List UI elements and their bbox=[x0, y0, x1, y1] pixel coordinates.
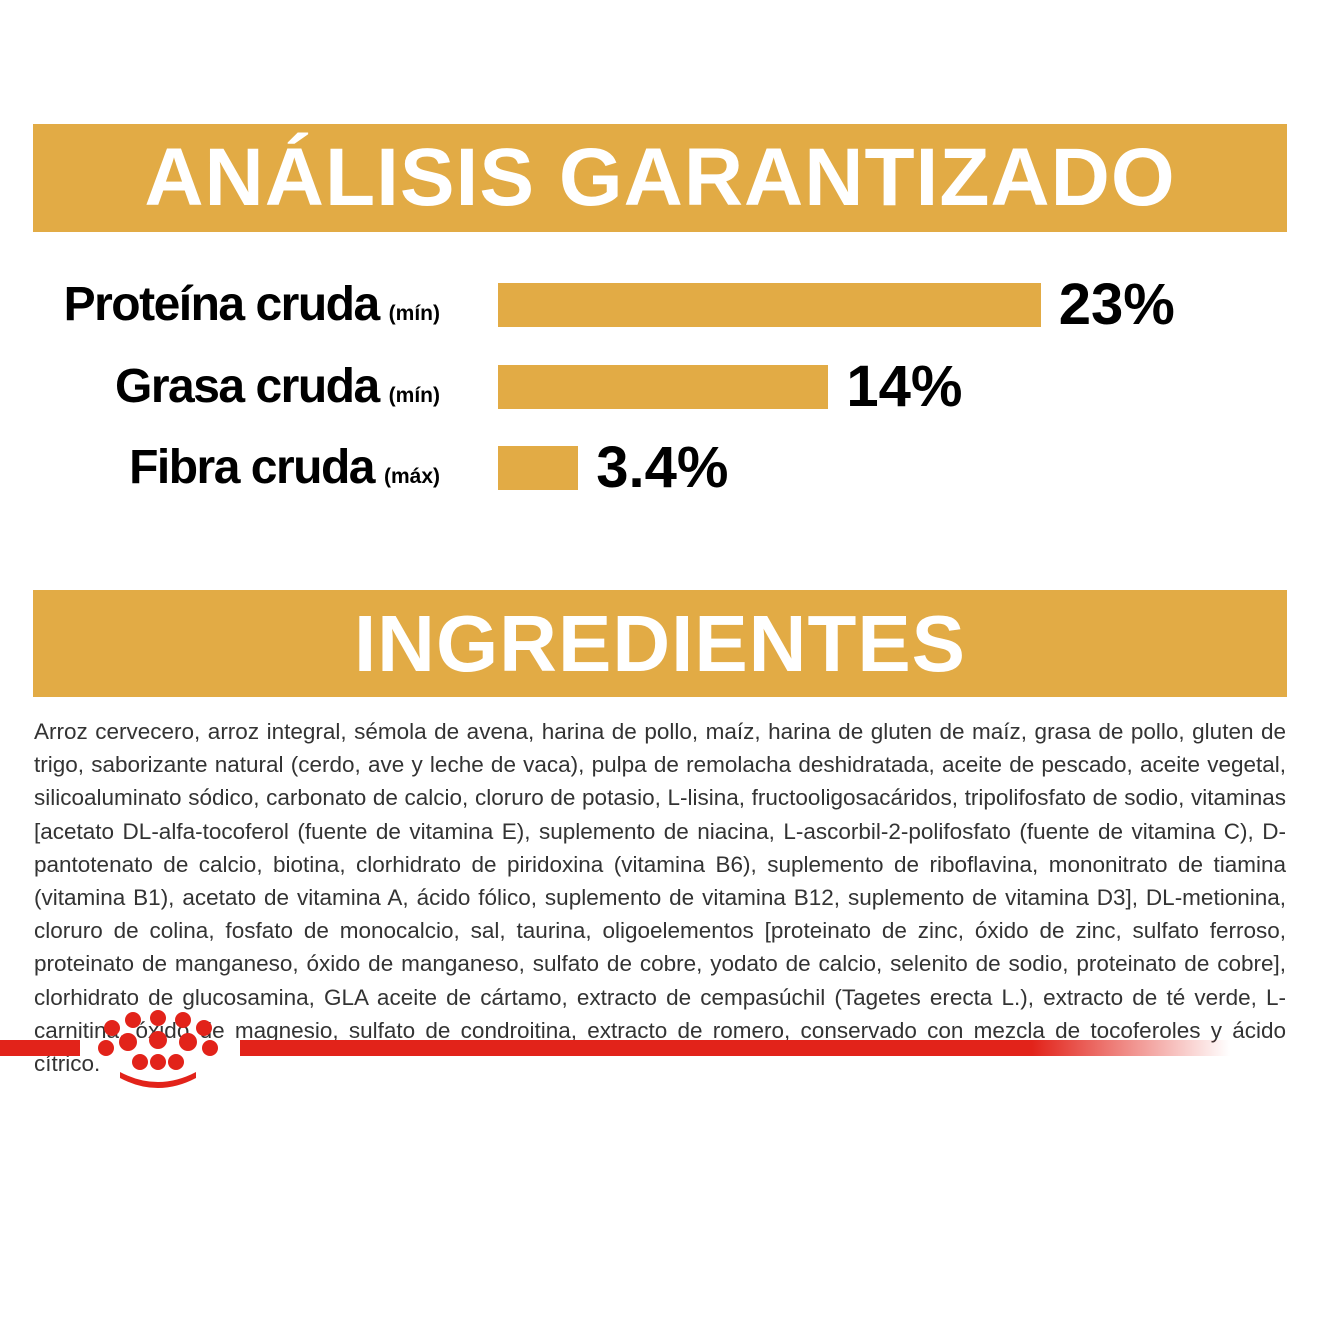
value-label: 14% bbox=[846, 354, 963, 419]
ingredients-text: Arroz cervecero, arroz integral, sémola … bbox=[34, 719, 1286, 1077]
qualifier: (máx) bbox=[383, 465, 440, 488]
crown bbox=[98, 1010, 218, 1088]
ingredients-title: INGREDIENTES bbox=[33, 590, 1287, 697]
row-label: Fibra cruda (máx) bbox=[0, 438, 440, 507]
bar bbox=[498, 446, 579, 490]
qualifier: (mín) bbox=[388, 302, 440, 325]
value-label: 23% bbox=[1058, 272, 1175, 337]
label: Fibra cruda bbox=[129, 441, 375, 494]
row-label: Grasa cruda (mín) bbox=[0, 357, 440, 426]
label: Grasa cruda bbox=[115, 360, 380, 413]
footer-logo bbox=[0, 1010, 1230, 1088]
bar bbox=[498, 283, 1041, 327]
label: Proteína cruda bbox=[63, 278, 381, 331]
bar bbox=[498, 365, 829, 409]
footer-line bbox=[0, 1040, 80, 1056]
footer-line bbox=[240, 1040, 1230, 1056]
analysis-title: ANÁLISIS GARANTIZADO bbox=[33, 124, 1287, 232]
bar-row: Proteína cruda (mín) 23% bbox=[0, 275, 1320, 335]
row-label: Proteína cruda (mín) bbox=[0, 275, 440, 344]
bar-row: Grasa cruda (mín) 14% bbox=[0, 357, 1320, 417]
bar-row: Fibra cruda (máx) 3.4% bbox=[0, 438, 1320, 498]
value-label: 3.4% bbox=[596, 435, 729, 500]
qualifier: (mín) bbox=[388, 384, 440, 407]
